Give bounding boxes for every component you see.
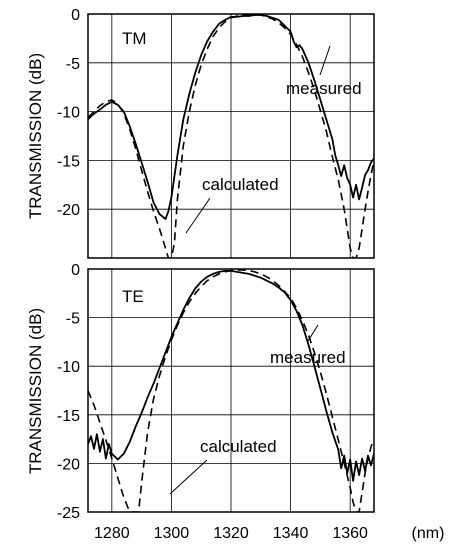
te-x-ticks: 1280 1300 1320 1340 1360	[94, 525, 368, 542]
te-panel-label: TE	[122, 287, 144, 306]
te-xtick-label: 1320	[213, 525, 249, 542]
tm-calculated-annotation: calculated	[202, 175, 279, 194]
te-calculated-leader	[169, 459, 208, 495]
tm-y-axis-label: TRANSMISSION (dB)	[26, 53, 45, 219]
te-measured-annotation: measured	[270, 348, 346, 367]
te-ytick-label: -15	[57, 408, 80, 425]
te-measured-line	[88, 269, 374, 482]
te-measured-leader	[307, 324, 319, 342]
tm-calculated-line	[88, 14, 374, 258]
tm-ytick-label: -15	[57, 153, 80, 170]
tm-plot-frame	[87, 13, 375, 259]
te-y-axis-label: TRANSMISSION (dB)	[26, 308, 45, 474]
tm-measured-annotation: measured	[286, 79, 362, 98]
tm-ytick-label: -20	[57, 202, 80, 219]
tm-y-ticks: 0 -5 -10 -15 -20	[57, 7, 80, 219]
x-unit-label: (nm)	[412, 525, 445, 542]
te-xtick-label: 1340	[273, 525, 309, 542]
te-xtick-label: 1300	[154, 525, 190, 542]
te-xtick-label: 1280	[94, 525, 130, 542]
te-series-group	[88, 269, 374, 512]
te-ytick-label: -5	[66, 311, 80, 328]
te-calculated-line	[88, 269, 374, 512]
te-panel: 0-5-10-15-20-25 1280 1300 1320 1340 1360 TE …	[26, 262, 444, 542]
te-ytick-label: -10	[57, 359, 80, 376]
te-y-ticks: 0 -5 -10 -15 -20 -25	[57, 262, 80, 522]
te-ytick-label: 0	[71, 262, 80, 279]
tm-ytick-label: -5	[66, 56, 80, 73]
te-ytick-label: -20	[57, 456, 80, 473]
te-xtick-label: 1360	[332, 525, 368, 542]
tm-panel: 0 -5 -10 -15 -20 TM measured calculated TRAN…	[26, 7, 375, 259]
tm-series-group	[88, 14, 374, 258]
tm-ytick-label: 0	[71, 7, 80, 24]
te-ytick-label: -25	[57, 505, 80, 522]
tm-measured-leader	[319, 45, 331, 76]
tm-ytick-label: -10	[57, 105, 80, 122]
te-calculated-annotation: calculated	[200, 437, 277, 456]
tm-panel-label: TM	[122, 29, 147, 48]
tm-calculated-leader	[185, 197, 211, 234]
te-plot-frame	[87, 268, 375, 513]
tm-measured-line	[88, 14, 374, 220]
